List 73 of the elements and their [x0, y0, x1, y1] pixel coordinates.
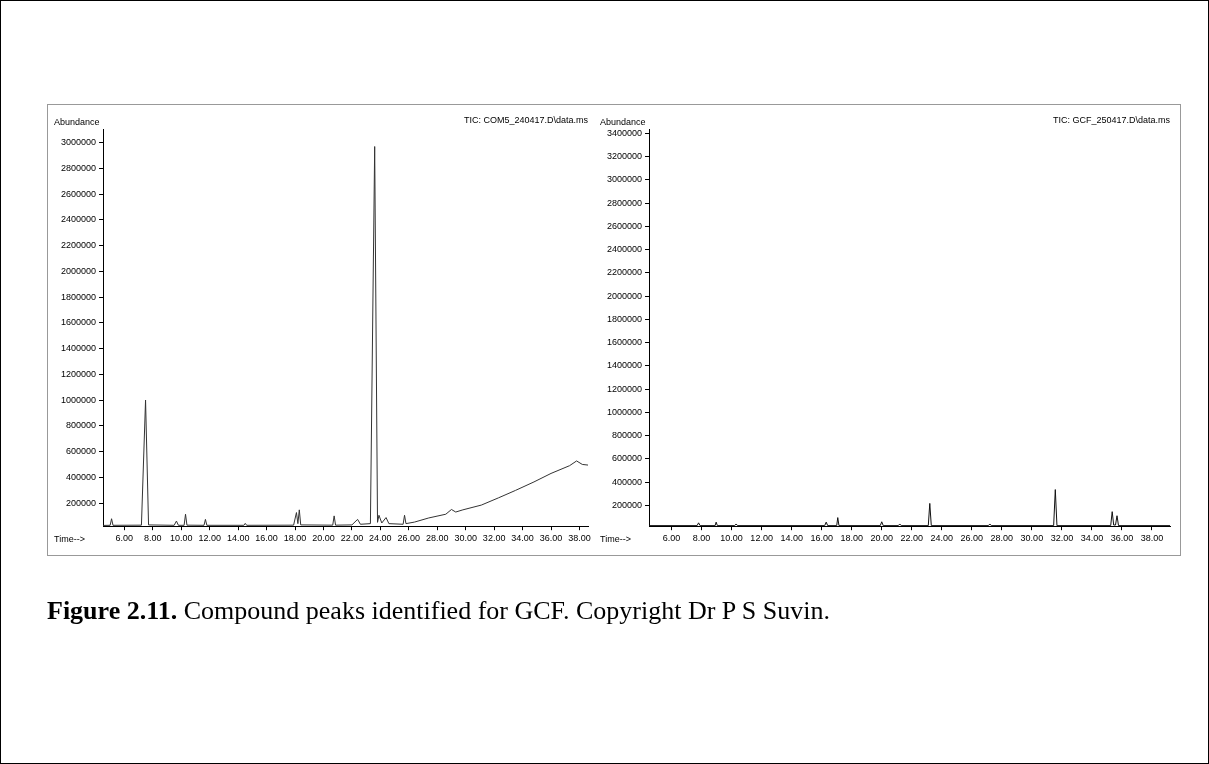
x-tick-label: 28.00: [425, 533, 449, 544]
x-tick-label: 20.00: [312, 533, 335, 544]
y-tick-label: 600000: [65, 446, 97, 457]
y-tick-label: 1400000: [606, 360, 643, 371]
y-tick-label: 2000000: [606, 290, 643, 301]
x-tick-label: 8.00: [692, 533, 711, 544]
y-tick-label: 2600000: [60, 188, 97, 199]
x-tick-label: 24.00: [930, 533, 954, 544]
y-tick-label: 2000000: [60, 265, 97, 276]
y-tick-label: 600000: [611, 453, 643, 464]
y-tick-label: 2400000: [606, 244, 643, 255]
y-tick-label: 3000000: [606, 174, 643, 185]
y-tick-label: 2200000: [60, 240, 97, 251]
x-tick-label: 24.00: [369, 533, 392, 544]
x-tick-label: 14.00: [226, 533, 250, 544]
x-tick-label: 32.00: [1050, 533, 1074, 544]
y-tick-label: 1800000: [60, 291, 97, 302]
y-tick-label: 2200000: [606, 267, 643, 278]
x-tick-label: 34.00: [1080, 533, 1104, 544]
y-tick-label: 200000: [611, 499, 643, 510]
y-tick-label: 1400000: [60, 343, 97, 354]
y-tick-label: 2800000: [606, 197, 643, 208]
y-tick-label: 200000: [65, 497, 97, 508]
x-tick-label: 6.00: [662, 533, 681, 544]
caption: Figure 2.11. Compound peaks identified for GCF. Copyright Dr P S Suvin.: [47, 595, 831, 627]
x-tick-label: 22.00: [340, 533, 364, 544]
y-tick-label: 800000: [65, 420, 97, 431]
y-tick-label: 400000: [65, 471, 97, 482]
chart-title: TIC: GCF_250417.D\data.ms: [1052, 114, 1171, 125]
x-tick-label: 16.00: [810, 533, 833, 544]
y-tick-label: 1200000: [606, 383, 643, 394]
x-tick-label: 18.00: [840, 533, 863, 544]
x-tick-label: 36.00: [1110, 533, 1134, 544]
x-axis-title: Time-->: [600, 534, 631, 545]
x-tick-label: 12.00: [750, 533, 773, 544]
x-tick-label: 16.00: [255, 533, 278, 544]
x-tick-label: 18.00: [283, 533, 307, 544]
y-tick-label: 2400000: [60, 214, 97, 225]
x-tick-label: 10.00: [169, 533, 193, 544]
x-tick-label: 30.00: [454, 533, 477, 544]
y-tick-label: 2600000: [606, 220, 643, 231]
y-tick-label: 1000000: [60, 394, 97, 405]
x-tick-label: 36.00: [539, 533, 563, 544]
y-tick-label: 3400000: [606, 127, 643, 138]
y-tick-label: 1200000: [60, 368, 97, 379]
y-tick-label: 3000000: [60, 137, 97, 148]
x-tick-label: 38.00: [568, 533, 591, 544]
x-tick-label: 26.00: [397, 533, 421, 544]
x-tick-label: 38.00: [1140, 533, 1164, 544]
y-tick-label: 3200000: [606, 151, 643, 162]
x-tick-label: 22.00: [900, 533, 924, 544]
y-axis-title: Abundance: [54, 116, 100, 127]
x-tick-label: 30.00: [1020, 533, 1044, 544]
y-tick-label: 1800000: [606, 313, 643, 324]
x-tick-label: 6.00: [115, 533, 134, 544]
x-tick-label: 32.00: [482, 533, 506, 544]
x-tick-label: 8.00: [144, 533, 162, 544]
x-tick-label: 26.00: [960, 533, 984, 544]
y-axis-title: Abundance: [600, 116, 646, 127]
y-tick-label: 800000: [611, 430, 643, 441]
y-tick-label: 1600000: [606, 337, 643, 348]
x-axis-title: Time-->: [54, 534, 85, 545]
x-tick-label: 34.00: [511, 533, 534, 544]
x-tick-label: 12.00: [198, 533, 221, 544]
y-tick-label: 1600000: [60, 317, 97, 328]
y-tick-label: 400000: [611, 476, 643, 487]
x-tick-label: 20.00: [870, 533, 894, 544]
chart-title: TIC: COM5_240417.D\data.ms: [463, 114, 589, 125]
x-tick-label: 28.00: [990, 533, 1014, 544]
x-tick-label: 14.00: [780, 533, 803, 544]
y-tick-label: 2800000: [60, 162, 97, 173]
x-tick-label: 10.00: [720, 533, 743, 544]
y-tick-label: 1000000: [606, 406, 643, 417]
